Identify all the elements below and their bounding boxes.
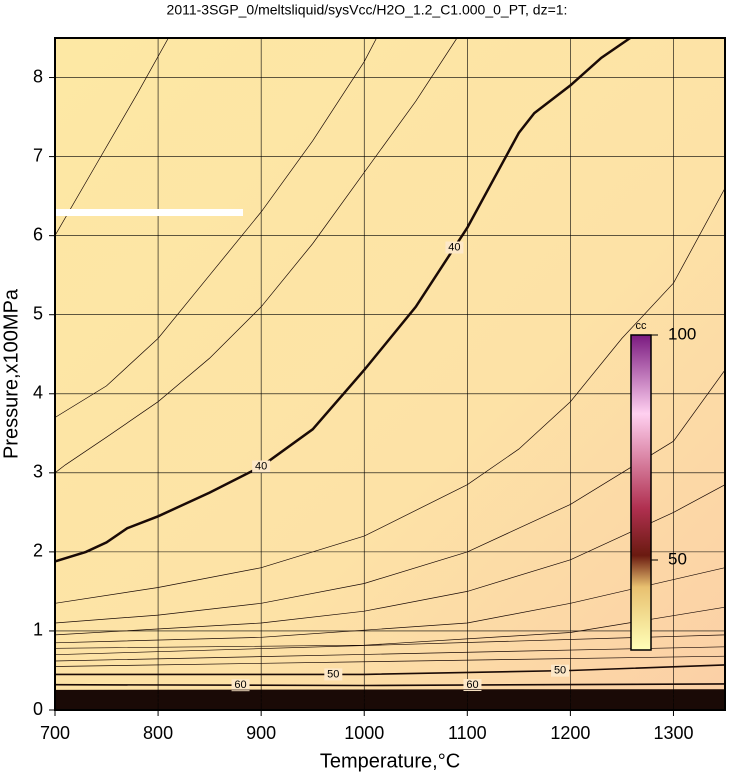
contour-label-bg [231,679,250,692]
contour-line [55,655,725,667]
contour-label: 40 [448,241,460,253]
x-tick-label: 1300 [653,723,693,743]
y-tick-label: 6 [33,224,43,244]
contour-label-bg [324,668,343,681]
contour-label: 50 [554,665,566,677]
dense-contour-band [55,690,725,710]
contour-line [55,689,725,691]
y-tick-label: 0 [33,699,43,719]
colorbar [630,334,652,651]
contour-line [55,38,631,563]
x-tick-label: 1100 [448,723,487,743]
contour-label: 40 [255,460,267,472]
contour-label: 60 [234,679,246,691]
contour-label-bg [252,460,271,473]
contour-line [55,38,377,418]
y-tick-label: 5 [33,303,43,323]
x-tick-label: 1200 [550,723,590,743]
x-axis-label: Temperature,°C [320,750,460,772]
contour-line [55,484,725,636]
contour-label: 60 [466,679,478,691]
contour-line [55,664,725,676]
plot-frame [54,37,726,711]
grid [54,38,725,711]
contour-label-bg [463,679,482,692]
x-tick-label: 900 [246,723,276,743]
x-tick-label: 1000 [344,723,384,743]
y-tick-label: 4 [33,383,43,403]
y-axis-label: Pressure,x100MPa [0,288,22,459]
y-tick-label: 3 [33,462,43,482]
plot-background [55,38,725,710]
contour-line [55,38,458,474]
colorbar-tick-label: 100 [668,324,696,343]
colorbar-label: cc [636,320,648,332]
contour-label-bg [551,664,570,677]
contour-line [55,369,725,624]
colorbar-tick-label: 50 [668,549,687,568]
x-tick-label: 700 [40,723,70,743]
contour-label-bg [445,241,464,254]
y-tick-label: 8 [33,66,43,86]
contour-line [55,38,169,236]
white-bar [55,209,243,216]
y-tick-label: 2 [33,541,43,561]
contour-line [55,683,725,687]
contour-line [55,188,725,604]
contour-line [55,634,725,656]
chart-title: 2011-3SGP_0/meltsliquid/sysVcc/H2O_1.2_C… [167,2,568,18]
y-tick-label: 7 [33,145,43,165]
y-tick-label: 1 [33,620,43,640]
contour-line [55,646,725,662]
contour-line [55,567,725,644]
contour-label: 50 [327,668,339,680]
x-tick-label: 800 [143,723,173,743]
